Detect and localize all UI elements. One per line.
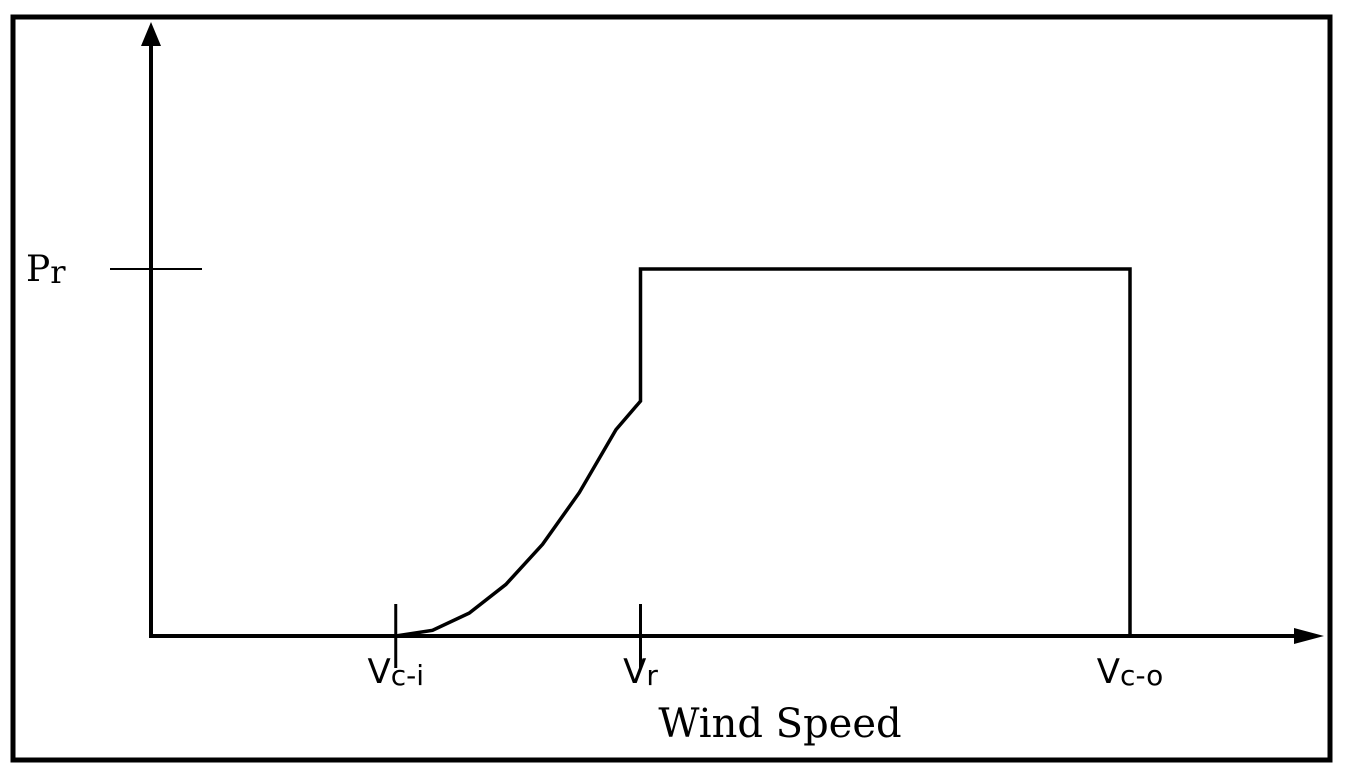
y-tick-label-pr: Pr [26,249,66,291]
x-axis-arrow [1294,628,1324,644]
x-tick-label-vci: Vc-i [367,652,424,692]
x-tick-label-sub-vci: c-i [391,659,424,692]
power-curve-line-0 [395,267,1132,638]
chart-frame [10,14,1333,763]
x-tick-label-main-vr: V [623,652,646,692]
x-tick-label-main-vci: V [367,652,390,692]
y-axis-arrow [141,22,161,46]
x-axis-label: Wind Speed [658,701,901,747]
x-tick-label-vr: Vr [623,652,658,692]
x-tick-label-main-vco: V [1097,652,1120,692]
y-tick-label-main-pr: P [26,249,50,290]
x-tick-label-vco: Vc-o [1097,652,1163,692]
x-tick-label-sub-vco: c-o [1120,659,1163,692]
y-tick-label-sub-pr: r [50,253,66,291]
chart-marks: Vc-i Vr Vc-oPr [26,249,1163,692]
x-tick-label-sub-vr: r [646,659,658,692]
